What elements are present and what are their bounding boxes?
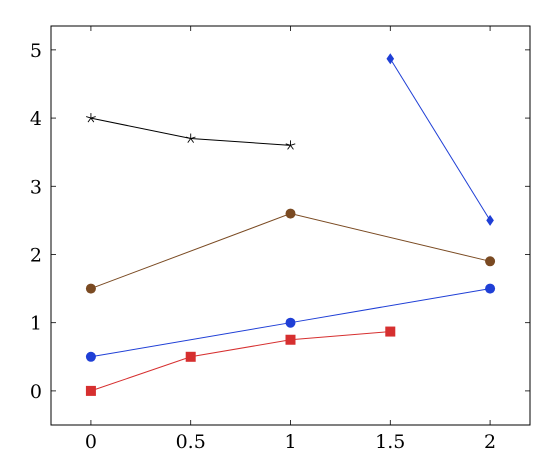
series-line bbox=[389, 58, 491, 221]
data-point bbox=[386, 53, 395, 65]
data-point bbox=[85, 351, 96, 362]
y-tick-label: 1 bbox=[30, 313, 42, 335]
data-point bbox=[185, 351, 196, 362]
axis-ticks: 0 0.5 1 1.5 2 0 1 2 3 4 5 bbox=[30, 26, 530, 453]
data-point bbox=[485, 283, 496, 294]
series-layer bbox=[85, 53, 496, 396]
data-point bbox=[285, 208, 296, 219]
y-tick-label: 3 bbox=[30, 176, 42, 198]
series-4 bbox=[85, 326, 396, 396]
data-point bbox=[486, 214, 494, 226]
series-1 bbox=[386, 53, 494, 226]
plot-area-frame bbox=[50, 25, 531, 426]
y-tick-label: 4 bbox=[30, 108, 42, 130]
data-point bbox=[85, 283, 96, 294]
series-line bbox=[90, 331, 391, 392]
y-tick-label: 5 bbox=[30, 40, 42, 62]
x-tick-label: 0.5 bbox=[176, 431, 206, 453]
data-point bbox=[285, 317, 296, 328]
series-line bbox=[90, 213, 491, 290]
series-2 bbox=[85, 208, 496, 294]
y-tick-label: 0 bbox=[30, 381, 42, 403]
data-point bbox=[485, 256, 496, 267]
x-tick-label: 2 bbox=[484, 431, 496, 453]
x-tick-label: 0 bbox=[85, 431, 97, 453]
data-point bbox=[285, 334, 296, 345]
data-point bbox=[185, 133, 196, 143]
series-line bbox=[90, 117, 291, 146]
data-point bbox=[285, 140, 296, 150]
x-tick-label: 1 bbox=[284, 431, 296, 453]
data-point bbox=[86, 113, 96, 123]
data-point bbox=[85, 385, 96, 396]
x-tick-label: 1.5 bbox=[375, 431, 405, 453]
series-0 bbox=[86, 113, 296, 150]
y-tick-label: 2 bbox=[30, 244, 42, 266]
data-point bbox=[385, 326, 396, 337]
series-3 bbox=[85, 283, 496, 362]
